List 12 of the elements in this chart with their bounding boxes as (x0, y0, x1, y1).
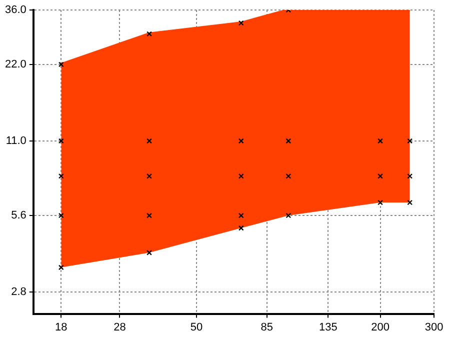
y-tick-label: 11.0 (6, 134, 26, 147)
x-tick-label: 18 (55, 321, 68, 334)
x-tick-label: 135 (319, 321, 338, 334)
x-tick-label: 300 (424, 321, 444, 334)
y-tick-label: 5.6 (11, 210, 26, 222)
y-tick-label: 2.8 (11, 286, 26, 298)
x-tick-label: 85 (260, 321, 273, 334)
y-tick-label: 36.0 (4, 4, 26, 16)
x-tick-label: 28 (114, 321, 126, 334)
y-tick-label: 22.0 (4, 58, 26, 70)
x-tick-label: 50 (190, 321, 203, 334)
x-tick-label: 200 (371, 321, 390, 334)
